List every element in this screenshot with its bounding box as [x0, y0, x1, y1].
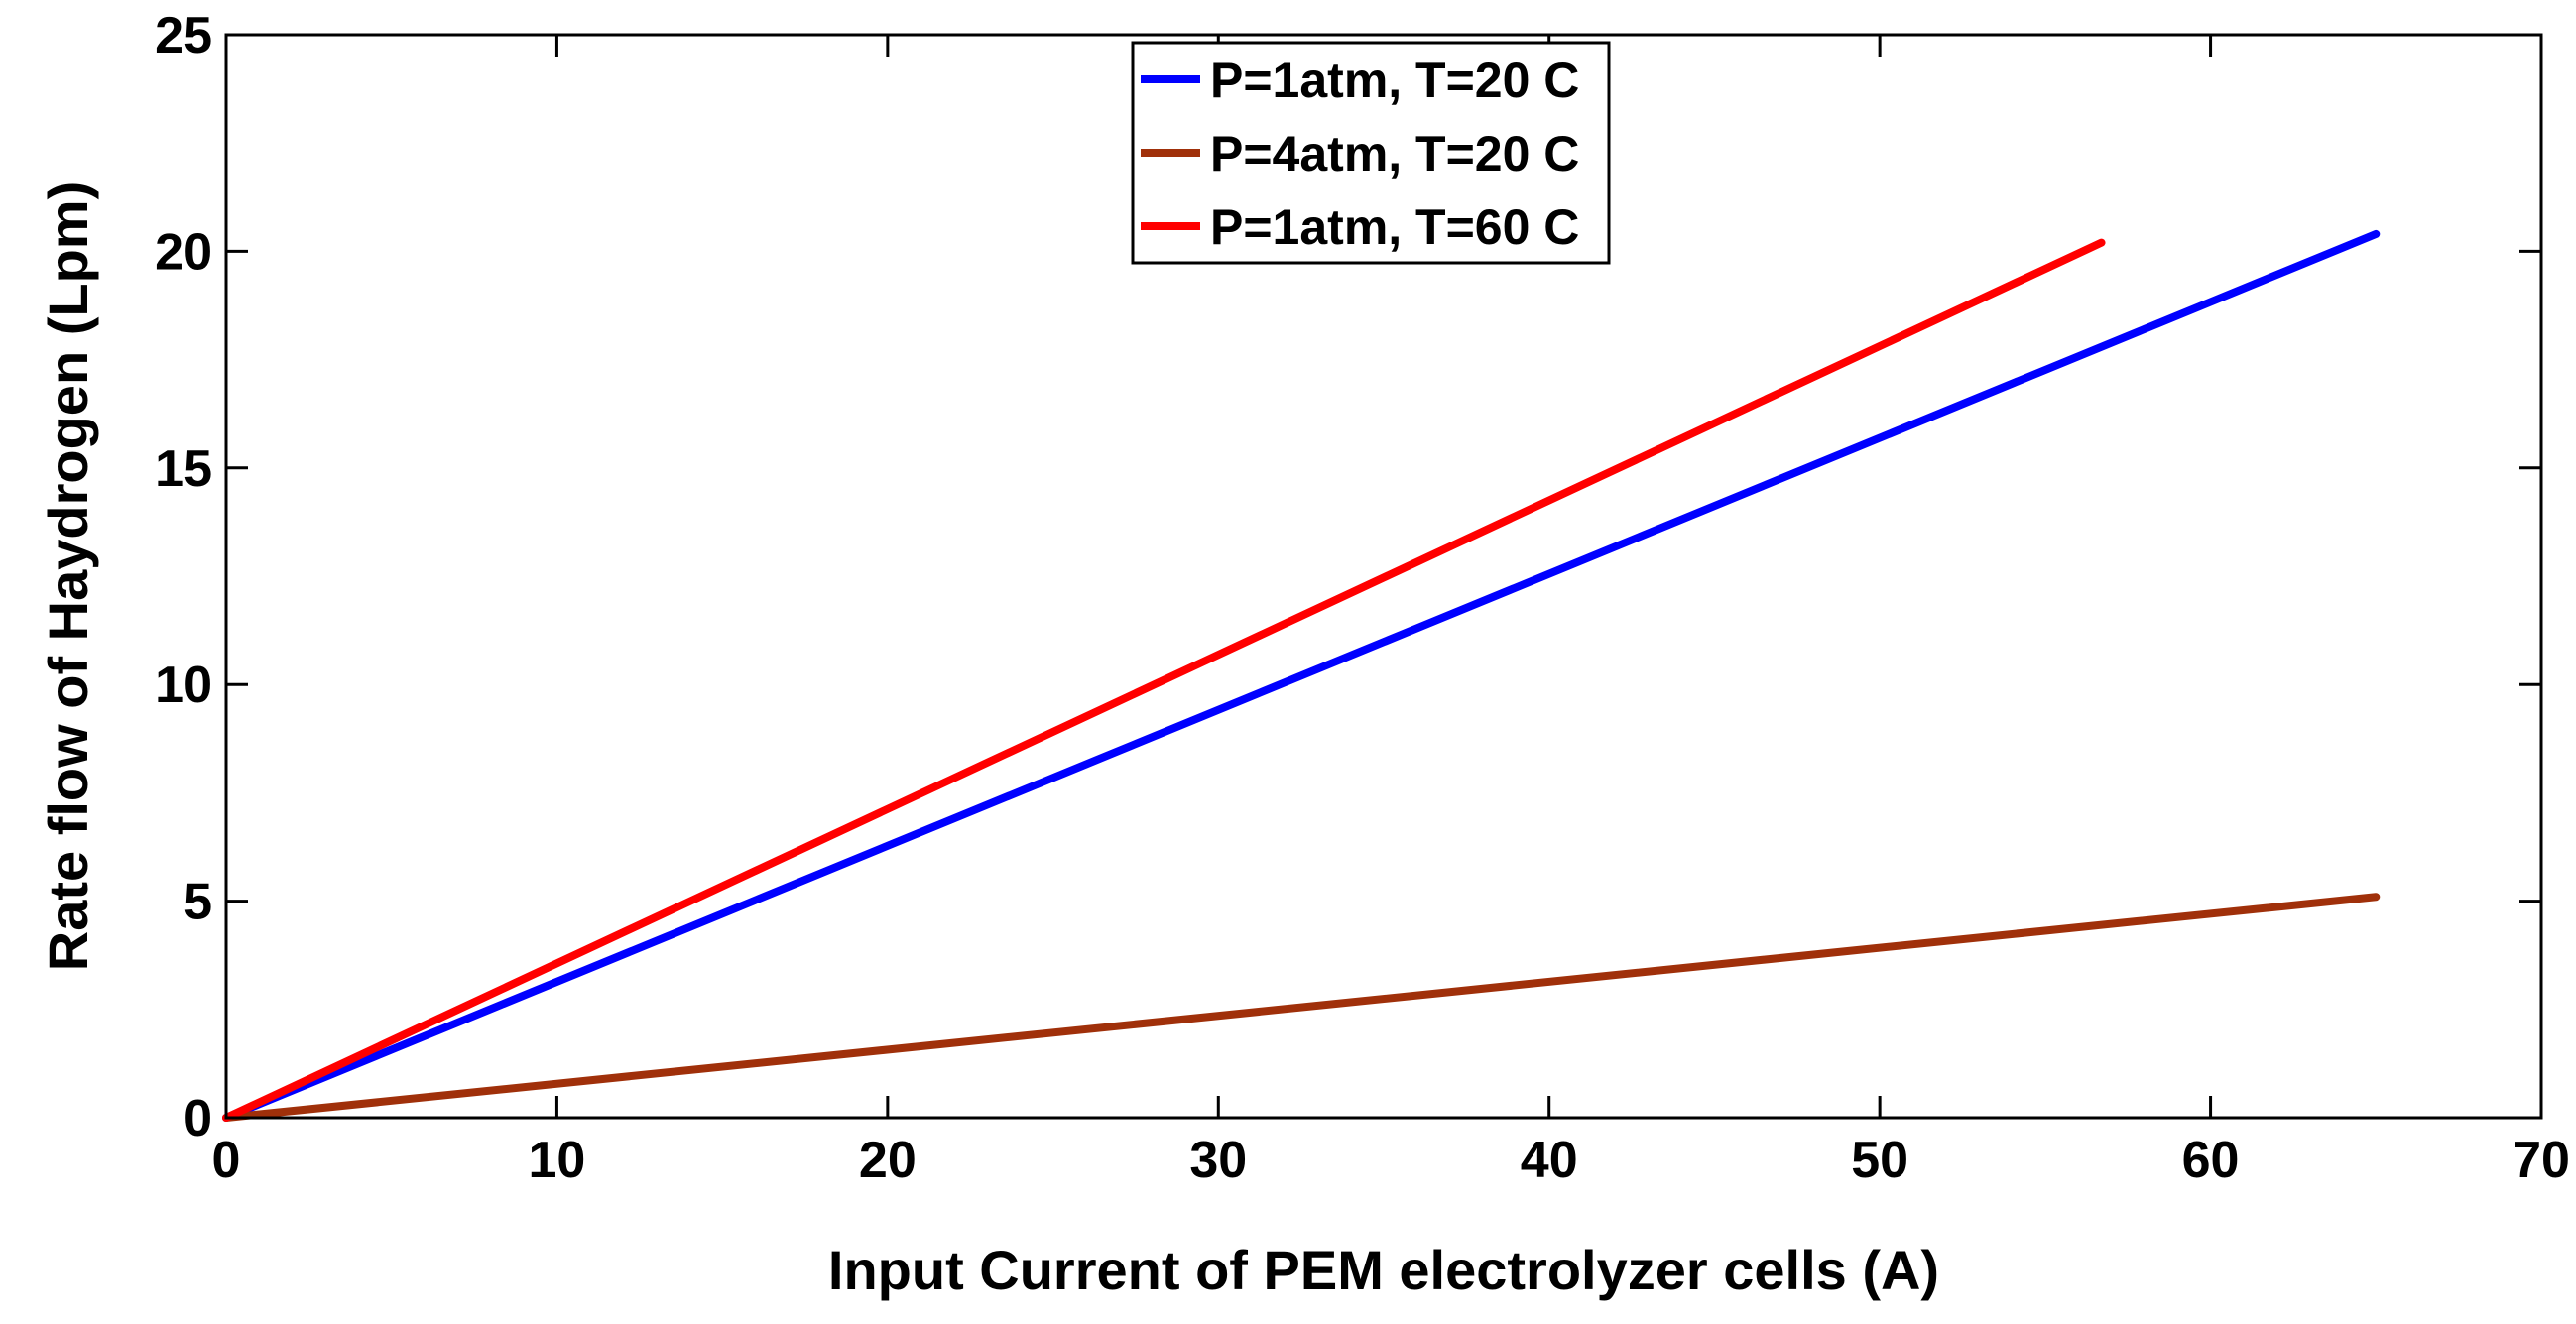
legend-box — [1131, 41, 1611, 265]
series-line-3 — [222, 238, 2106, 1122]
legend-label-1: P=1atm, T=20 C — [1210, 53, 1579, 108]
x-tick-label: 50 — [1851, 1132, 1908, 1189]
y-tick-label: 20 — [155, 223, 212, 281]
x-tick-label: 40 — [1521, 1132, 1578, 1189]
y-tick-label: 15 — [155, 440, 212, 498]
y-tick-label: 10 — [155, 657, 212, 714]
x-tick-label: 0 — [212, 1132, 241, 1189]
x-tick-label: 70 — [2513, 1132, 2570, 1189]
x-tick-label: 60 — [2182, 1132, 2240, 1189]
x-axis-label: Input Current of PEM electrolyzer cells … — [828, 1239, 1939, 1301]
axes-box — [224, 33, 2543, 1120]
legend: P=1atm, T=20 C P=4atm, T=20 C P=1atm, T=60… — [1131, 41, 1611, 265]
x-tick-label: 10 — [529, 1132, 586, 1189]
y-tick-label: 5 — [184, 874, 212, 931]
series-line-2 — [222, 893, 2381, 1122]
legend-label-3: P=1atm, T=60 C — [1210, 199, 1579, 255]
x-tick-label: 30 — [1189, 1132, 1247, 1189]
x-tick-labels: 0 10 20 30 40 50 60 70 — [212, 1132, 2570, 1189]
y-axis-label: Rate flow of Haydrogen (Lpm) — [37, 181, 99, 971]
legend-label-2: P=4atm, T=20 C — [1210, 126, 1579, 181]
ticks-group — [224, 33, 2543, 1120]
series-line-1 — [222, 229, 2381, 1122]
x-tick-label: 20 — [859, 1132, 917, 1189]
series-group — [222, 229, 2381, 1122]
y-tick-label: 0 — [184, 1090, 212, 1147]
y-tick-label: 25 — [155, 7, 212, 64]
y-tick-labels: 0 5 10 15 20 25 — [155, 7, 212, 1147]
